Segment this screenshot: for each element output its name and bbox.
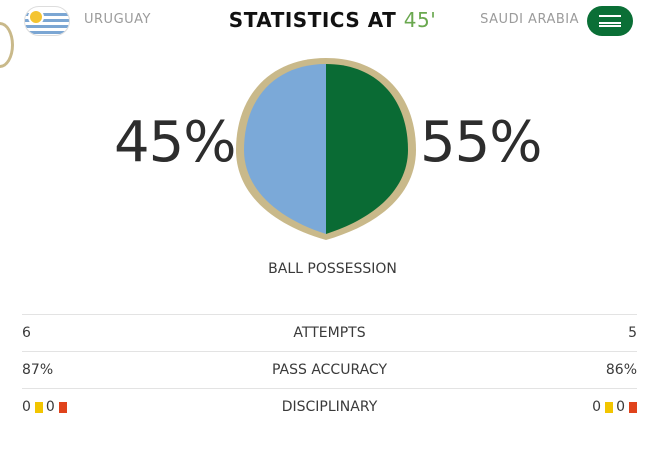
home-pass-accuracy: 87% bbox=[22, 362, 54, 378]
away-pass-accuracy: 86% bbox=[605, 362, 637, 378]
yellow-card-icon bbox=[605, 401, 614, 413]
away-red-count: 0 bbox=[616, 399, 625, 415]
red-card-icon bbox=[629, 401, 637, 413]
stat-row-attempts: 6 ATTEMPTS 5 bbox=[22, 314, 637, 351]
pass-accuracy-label: PASS ACCURACY bbox=[271, 362, 388, 378]
stats-table: 6 ATTEMPTS 5 87% PASS ACCURACY 86% 0 0 D… bbox=[22, 314, 637, 425]
home-attempts: 6 bbox=[22, 325, 31, 341]
title-minute: 45' bbox=[403, 8, 437, 32]
red-card-icon bbox=[58, 401, 67, 413]
title-text: STATISTICS AT bbox=[228, 8, 404, 32]
away-team-name: SAUDI ARABIA bbox=[480, 12, 579, 27]
ball-possession-label: BALL POSSESSION bbox=[268, 261, 397, 277]
away-yellow-count: 0 bbox=[592, 399, 602, 415]
home-possession-value: 45% bbox=[114, 110, 236, 175]
possession-ball-graphic bbox=[236, 58, 416, 240]
uruguay-flag-icon bbox=[24, 6, 70, 36]
away-possession-value: 55% bbox=[420, 110, 542, 175]
home-disciplinary: 0 0 bbox=[22, 399, 67, 415]
away-attempts: 5 bbox=[628, 325, 637, 341]
attempts-label: ATTEMPTS bbox=[293, 325, 366, 341]
stat-row-pass-accuracy: 87% PASS ACCURACY 86% bbox=[22, 351, 637, 388]
match-header: URUGUAY STATISTICS AT 45' SAUDI ARABIA bbox=[0, 0, 665, 44]
home-team-name: URUGUAY bbox=[84, 12, 151, 27]
home-yellow-count: 0 bbox=[22, 399, 31, 415]
disciplinary-label: DISCIPLINARY bbox=[281, 399, 378, 415]
page-title: STATISTICS AT 45' bbox=[0, 8, 665, 32]
away-disciplinary: 0 0 bbox=[592, 399, 637, 415]
home-red-count: 0 bbox=[45, 399, 55, 415]
stat-row-disciplinary: 0 0 DISCIPLINARY 0 0 bbox=[22, 388, 637, 425]
saudi-arabia-flag-icon bbox=[587, 6, 633, 36]
yellow-card-icon bbox=[34, 401, 43, 413]
